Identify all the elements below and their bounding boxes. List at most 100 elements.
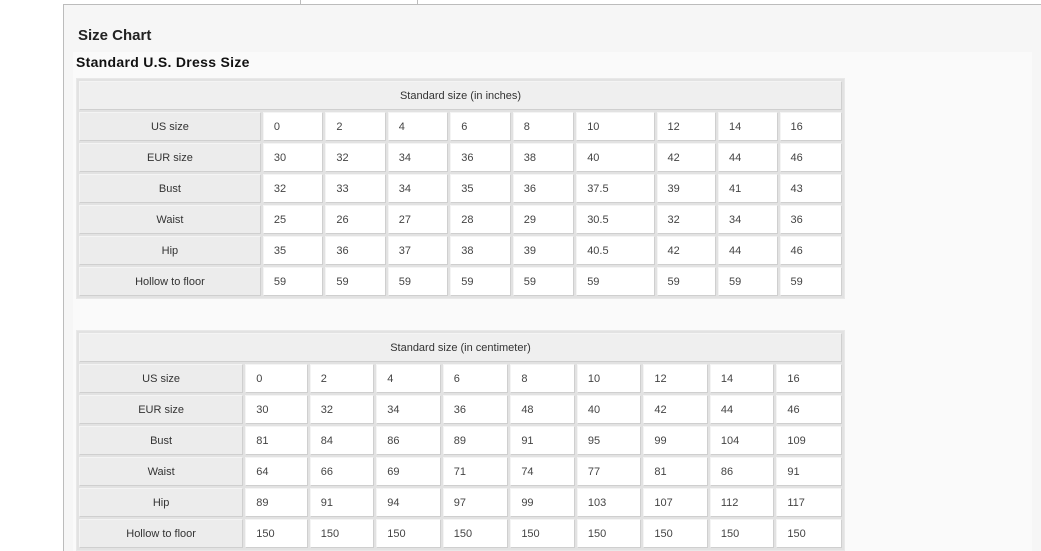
table-cell: 66	[309, 457, 375, 486]
table-cell: 86	[376, 426, 441, 455]
table-cell: 69	[376, 457, 441, 486]
table-cell: 14	[709, 364, 775, 393]
table-cell: 34	[376, 395, 441, 424]
table-cell: 59	[718, 267, 778, 296]
table-row: Waist 25 26 27 28 29 30.5 32 34 36	[79, 205, 842, 234]
row-label: Bust	[79, 174, 261, 203]
table-cell: 150	[376, 519, 441, 548]
table-cell: 112	[709, 488, 775, 517]
row-label: Hollow to floor	[79, 519, 244, 548]
table-cell: 150	[643, 519, 708, 548]
table-cell: 0	[262, 112, 324, 141]
table-cell: 99	[510, 488, 575, 517]
table-cell: 36	[779, 205, 842, 234]
table-cell: 89	[245, 488, 308, 517]
size-table-centimeter: Standard size (in centimeter) US size 0 2 4 6…	[76, 330, 845, 551]
table-cell: 91	[776, 457, 842, 486]
table-row: EUR size 30 32 34 36 48 40 42 44 46	[79, 395, 842, 424]
table-cell: 39	[512, 236, 575, 265]
table-cell: 30	[245, 395, 308, 424]
table-cell: 150	[442, 519, 509, 548]
table-cell: 43	[779, 174, 842, 203]
row-label: Bust	[79, 426, 244, 455]
size-chart-content: Standard U.S. Dress Size Standard size (…	[73, 52, 1032, 551]
table-cell: 99	[643, 426, 708, 455]
table-cell: 77	[576, 457, 642, 486]
table-cell: 150	[576, 519, 642, 548]
tab-active[interactable]	[300, 0, 418, 4]
table-cell: 150	[245, 519, 308, 548]
table-cell: 36	[512, 174, 575, 203]
size-table-inches: Standard size (in inches) US size 0 2 4 6 8 10 1…	[76, 78, 845, 299]
table-row: US size 0 2 4 6 8 10 12 14 16	[79, 364, 842, 393]
table-cell: 95	[576, 426, 642, 455]
table-cell: 91	[309, 488, 375, 517]
table-row: US size 0 2 4 6 8 10 12 14 16	[79, 112, 842, 141]
table-cell: 30.5	[576, 205, 655, 234]
table-cell: 34	[387, 143, 449, 172]
table-cell: 46	[779, 236, 842, 265]
table-cell: 59	[325, 267, 386, 296]
table-caption: Standard size (in inches)	[79, 81, 842, 110]
section-title: Standard U.S. Dress Size	[76, 54, 250, 70]
row-label: US size	[79, 112, 261, 141]
table-cell: 16	[779, 112, 842, 141]
table-cell: 33	[325, 174, 386, 203]
table-cell: 84	[309, 426, 375, 455]
table-cell: 30	[262, 143, 324, 172]
table-cell: 34	[387, 174, 449, 203]
row-label: US size	[79, 364, 244, 393]
table-row: Hollow to floor 150 150 150 150 150 150 150 150 1…	[79, 519, 842, 548]
tab-bar	[63, 0, 1041, 5]
row-label: Hollow to floor	[79, 267, 261, 296]
table-cell: 41	[718, 174, 778, 203]
table-cell: 59	[656, 267, 717, 296]
row-label: Hip	[79, 488, 244, 517]
table-cell: 150	[709, 519, 775, 548]
table-cell: 36	[442, 395, 509, 424]
table-cell: 103	[576, 488, 642, 517]
table-cell: 10	[576, 112, 655, 141]
table-cell: 25	[262, 205, 324, 234]
row-label: Waist	[79, 205, 261, 234]
table-cell: 10	[576, 364, 642, 393]
table-cell: 35	[262, 236, 324, 265]
size-chart-panel: Size Chart Standard U.S. Dress Size Stan…	[63, 5, 1041, 551]
table-cell: 12	[656, 112, 717, 141]
table-cell: 150	[776, 519, 842, 548]
table-cell: 4	[387, 112, 449, 141]
table-cell: 74	[510, 457, 575, 486]
table-cell: 6	[442, 364, 509, 393]
table-cell: 91	[510, 426, 575, 455]
table-cell: 44	[718, 143, 778, 172]
table-cell: 94	[376, 488, 441, 517]
table-cell: 27	[387, 205, 449, 234]
table-cell: 107	[643, 488, 708, 517]
table-row: Waist 64 66 69 71 74 77 81 86 91	[79, 457, 842, 486]
table-cell: 32	[262, 174, 324, 203]
row-label: Waist	[79, 457, 244, 486]
table-cell: 59	[576, 267, 655, 296]
table-cell: 48	[510, 395, 575, 424]
table-cell: 2	[325, 112, 386, 141]
table-cell: 32	[656, 205, 717, 234]
table-cell: 29	[512, 205, 575, 234]
table-cell: 42	[643, 395, 708, 424]
table-caption: Standard size (in centimeter)	[79, 333, 842, 362]
table-cell: 81	[643, 457, 708, 486]
table-cell: 59	[387, 267, 449, 296]
table-cell: 150	[510, 519, 575, 548]
table-cell: 28	[450, 205, 511, 234]
table-cell: 46	[776, 395, 842, 424]
table-cell: 34	[718, 205, 778, 234]
table-cell: 38	[450, 236, 511, 265]
table-cell: 36	[325, 236, 386, 265]
row-label: EUR size	[79, 395, 244, 424]
table-cell: 8	[510, 364, 575, 393]
table-cell: 8	[512, 112, 575, 141]
table-cell: 40	[576, 143, 655, 172]
table-cell: 109	[776, 426, 842, 455]
table-cell: 16	[776, 364, 842, 393]
table-cell: 12	[643, 364, 708, 393]
table-cell: 38	[512, 143, 575, 172]
